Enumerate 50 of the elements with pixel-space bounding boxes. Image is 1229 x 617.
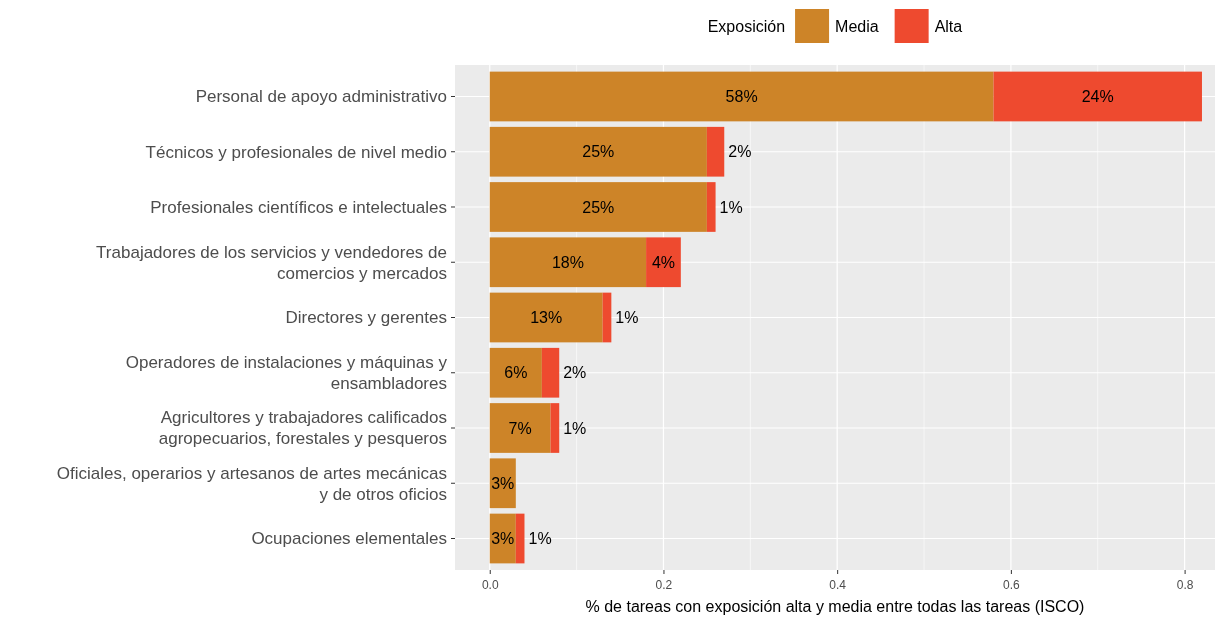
- bar: [706, 182, 716, 232]
- legend-title: Exposición: [707, 17, 786, 35]
- data-label: 6%: [504, 364, 528, 382]
- bar: [515, 513, 525, 564]
- y-tick-label: Operadores de instalaciones y máquinas y ensambladores: [125, 353, 448, 394]
- x-tick-label: 0.6: [1003, 577, 1021, 592]
- data-label: 25%: [582, 198, 615, 216]
- bar: [489, 126, 707, 177]
- data-label: 7%: [508, 419, 532, 437]
- bar: [489, 182, 707, 232]
- bar: [706, 126, 725, 177]
- x-tick-label: 0.0: [481, 577, 499, 592]
- bar: [550, 403, 560, 453]
- y-tick-label: Ocupaciones elementales: [251, 529, 447, 549]
- x-axis-title: % de tareas con exposición alta y media entre todas las tareas (ISCO): [585, 598, 1085, 615]
- data-label: 25%: [582, 143, 615, 161]
- bar: [489, 71, 994, 122]
- bar: [602, 292, 612, 343]
- y-tick-label: Oficiales, operarios y artesanos de artes mecánicas y de otros oficios: [56, 463, 447, 504]
- legend-label: Media: [835, 17, 879, 35]
- data-label: 1%: [528, 530, 552, 548]
- data-label: 3%: [491, 530, 515, 548]
- data-label: 4%: [651, 253, 676, 271]
- data-label: 2%: [728, 143, 752, 161]
- bar: [489, 237, 647, 288]
- x-tick-label: 0.4: [829, 577, 847, 592]
- y-tick-label: Agricultores y trabajadores calificados agropecuarios, forestales y pesqueros: [158, 408, 447, 449]
- y-tick-label: Trabajadores de los servicios y vendedores de comercios y mercados: [96, 242, 447, 283]
- y-tick-label: Personal de apoyo administrativo: [195, 87, 447, 107]
- bar: [489, 292, 603, 343]
- bar: [489, 403, 551, 453]
- data-label: 1%: [615, 309, 639, 327]
- data-label: 24%: [1081, 88, 1114, 106]
- bar: [646, 237, 681, 288]
- data-label: 2%: [563, 364, 587, 382]
- data-label: 18%: [551, 253, 584, 271]
- data-label: 1%: [719, 198, 743, 216]
- x-tick-label: 0.2: [655, 577, 673, 592]
- y-tick-label: Técnicos y profesionales de nivel medio: [145, 142, 447, 162]
- data-label: 3%: [491, 474, 515, 492]
- bar: [489, 347, 542, 398]
- bar: [993, 71, 1202, 122]
- data-label: 58%: [725, 88, 758, 106]
- data-label: 1%: [563, 419, 587, 437]
- bar: [541, 347, 560, 398]
- data-label: 13%: [530, 309, 563, 327]
- y-tick-label: Profesionales científicos e intelectuales: [150, 197, 447, 217]
- x-tick-label: 0.8: [1176, 577, 1194, 592]
- y-tick-label: Directores y gerentes: [285, 308, 447, 328]
- legend-label: Alta: [934, 17, 963, 35]
